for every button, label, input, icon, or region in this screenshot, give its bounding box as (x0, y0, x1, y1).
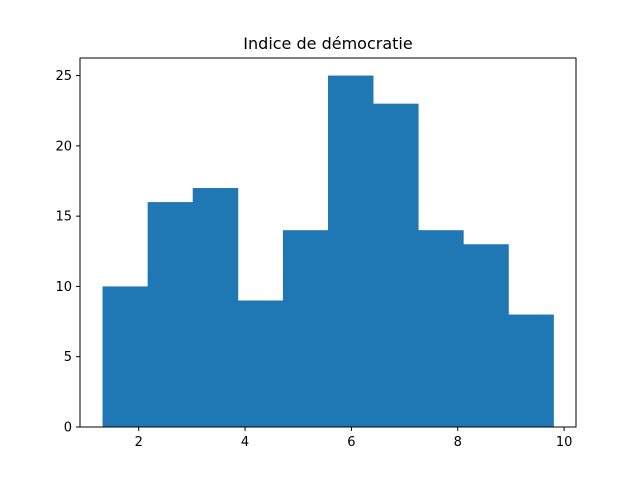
histogram-bar (192, 188, 239, 427)
x-tick-label: 8 (454, 435, 462, 450)
bars-group (102, 75, 554, 428)
histogram-bar (282, 230, 329, 427)
y-tick-label: 0 (64, 421, 72, 436)
y-axis: 0 5 10 15 20 25 (55, 69, 80, 436)
plot-frame (79, 57, 577, 428)
y-tick-label: 5 (64, 350, 72, 365)
histogram-bar (508, 314, 554, 427)
histogram-bar (102, 286, 149, 427)
histogram-bar (418, 230, 464, 427)
y-tick-label: 10 (55, 280, 72, 295)
y-tick-label: 15 (55, 210, 72, 225)
x-tick-label: 4 (241, 435, 249, 450)
x-axis: 2 4 6 8 10 (135, 427, 573, 450)
x-tick-label: 6 (347, 435, 355, 450)
histogram-bar (328, 75, 374, 428)
chart-title: Indice de démocratie (243, 34, 412, 53)
y-tick-label: 20 (55, 139, 72, 154)
y-tick-label: 25 (55, 69, 72, 84)
histogram-bar (237, 300, 284, 427)
x-tick-label: 10 (556, 435, 573, 450)
histogram-bar (463, 244, 509, 427)
x-tick-label: 2 (135, 435, 143, 450)
histogram-bar (147, 202, 194, 427)
histogram-bar (373, 103, 419, 427)
